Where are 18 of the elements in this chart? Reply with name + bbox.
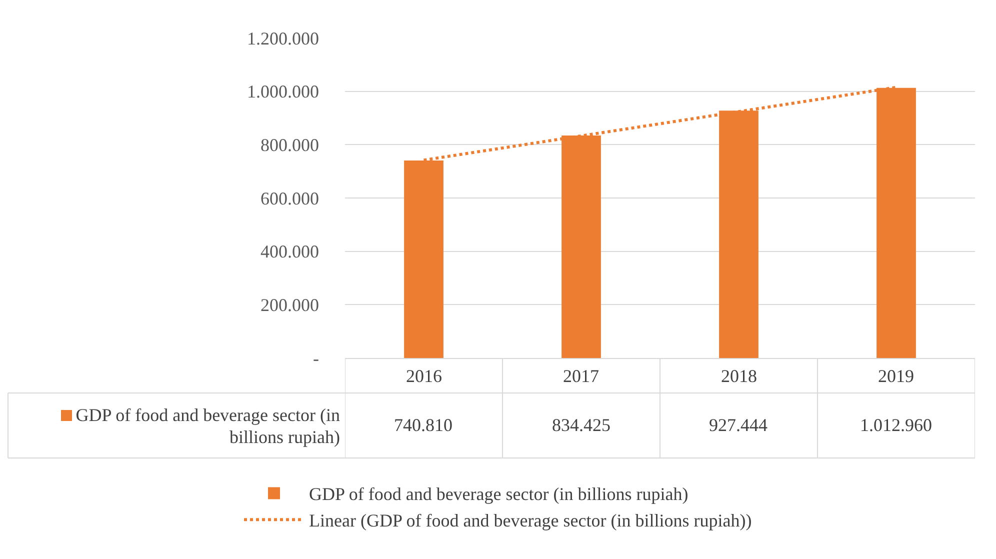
y-tick-label: 600.000 <box>260 188 319 208</box>
data-label: 1.012.960 <box>860 415 932 435</box>
y-tick-label: 400.000 <box>260 242 319 262</box>
legend-label: Linear (GDP of food and beverage sector (in billions rupiah)) <box>309 510 752 531</box>
y-tick-label: - <box>313 348 319 368</box>
legend-label: GDP of food and beverage sector (in billions rupiah) <box>76 405 340 447</box>
data-label: 834.425 <box>552 415 610 435</box>
y-tick-label: 1.200.000 <box>247 28 319 48</box>
y-tick-label: 800.000 <box>260 134 319 155</box>
data-label: 740.810 <box>394 415 452 435</box>
text: GDP of food and beverage sector (in billions rupiah) <box>309 484 688 504</box>
x-tick-label: 2018 <box>721 366 757 386</box>
y-tick-label: 1.000.000 <box>247 82 319 102</box>
x-tick-label: 2017 <box>563 366 599 386</box>
x-tick-label: 2019 <box>878 366 914 386</box>
x-tick-label: 2016 <box>406 366 442 386</box>
data-label: 927.444 <box>709 415 768 435</box>
y-tick-label: 200.000 <box>260 294 319 315</box>
